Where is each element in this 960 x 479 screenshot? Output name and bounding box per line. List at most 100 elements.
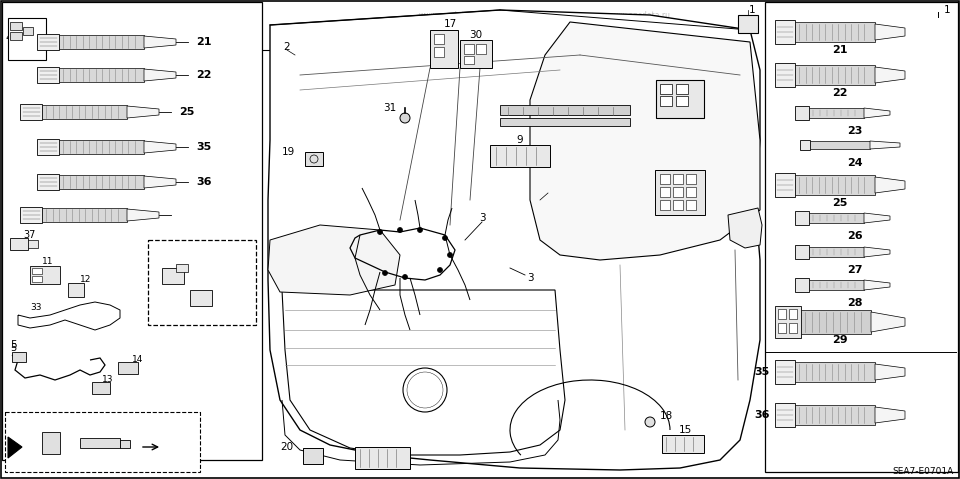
Text: 33: 33 [30,304,41,312]
Bar [42,105,127,119]
Bar [686,200,696,210]
Polygon shape [875,364,905,380]
Bar [42,208,127,222]
Text: 1: 1 [749,5,756,15]
Bar [59,140,144,154]
Text: 8: 8 [670,160,676,170]
Text: 13: 13 [103,376,113,385]
Bar [30,266,60,284]
Polygon shape [875,24,905,40]
Bar [20,207,42,223]
Polygon shape [864,280,890,290]
Circle shape [407,372,443,408]
Text: www.epcdata.ru: www.epcdata.ru [419,150,481,160]
Bar [775,403,795,427]
Circle shape [403,368,447,412]
Polygon shape [864,247,890,257]
Circle shape [310,155,318,163]
Bar [795,65,875,85]
Text: 34: 34 [190,281,202,289]
Bar [775,306,801,338]
Bar [673,174,683,184]
Bar [2,2,262,460]
Text: www.epcdata.ru: www.epcdata.ru [139,386,201,395]
Text: 25: 25 [179,107,194,117]
Text: 35: 35 [196,142,211,152]
Text: www.epcdata.ru: www.epcdata.ru [609,11,671,20]
Text: ø 15: ø 15 [10,52,25,58]
Bar [37,67,59,83]
Bar [20,104,42,120]
Text: 5: 5 [10,343,16,353]
Bar [809,213,864,223]
Bar [59,68,144,82]
Bar [789,309,797,319]
Bar [460,40,492,68]
Text: 22: 22 [832,88,848,98]
Bar [660,84,672,94]
Bar [355,447,410,469]
Text: 20: 20 [280,442,293,452]
PathPatch shape [268,10,760,470]
Text: 25: 25 [832,198,848,208]
Bar [148,240,256,325]
Bar [434,34,444,44]
Text: 31: 31 [383,103,396,113]
Polygon shape [144,69,176,81]
Bar [500,118,630,126]
Bar [673,200,683,210]
Text: 21: 21 [832,45,848,55]
Circle shape [418,228,422,232]
Bar [795,362,875,382]
Text: B-13: B-13 [180,243,205,253]
Bar [476,44,486,54]
Bar [673,187,683,197]
Text: www.epcdata.ru: www.epcdata.ru [139,11,201,20]
Bar [795,278,809,292]
Bar [795,405,875,425]
Bar [92,382,110,394]
Bar [37,174,59,190]
Bar [795,175,875,195]
Text: www.epcdata.ru: www.epcdata.ru [419,290,481,299]
Bar [59,175,144,189]
Text: 9: 9 [516,135,523,145]
Bar [775,63,795,87]
Text: 32: 32 [162,259,174,267]
Bar [190,290,212,306]
Bar [676,96,688,106]
Bar [795,106,809,120]
Text: ø19: ø19 [662,88,676,94]
Text: 17: 17 [444,19,457,29]
Bar [42,432,60,454]
Text: 36: 36 [196,177,211,187]
Bar [686,174,696,184]
Bar [660,96,672,106]
Bar [662,435,704,453]
Bar [795,245,809,259]
Bar [10,238,28,250]
Polygon shape [144,141,176,153]
Bar [789,323,797,333]
Text: 1: 1 [944,5,950,15]
Polygon shape [875,407,905,423]
Polygon shape [864,213,890,223]
Bar [23,27,33,35]
Bar [162,268,184,284]
Bar [37,34,59,50]
Bar [12,352,26,362]
Bar [464,44,474,54]
Text: 23: 23 [848,126,863,136]
Circle shape [645,417,655,427]
Circle shape [402,274,407,280]
Bar [80,438,120,448]
Bar [775,360,795,384]
Bar [809,247,864,257]
Bar [810,141,870,149]
Bar [655,170,705,215]
Bar [32,276,42,282]
Bar [500,105,630,115]
Bar [303,448,323,464]
Bar [118,362,138,374]
Bar [305,152,323,166]
